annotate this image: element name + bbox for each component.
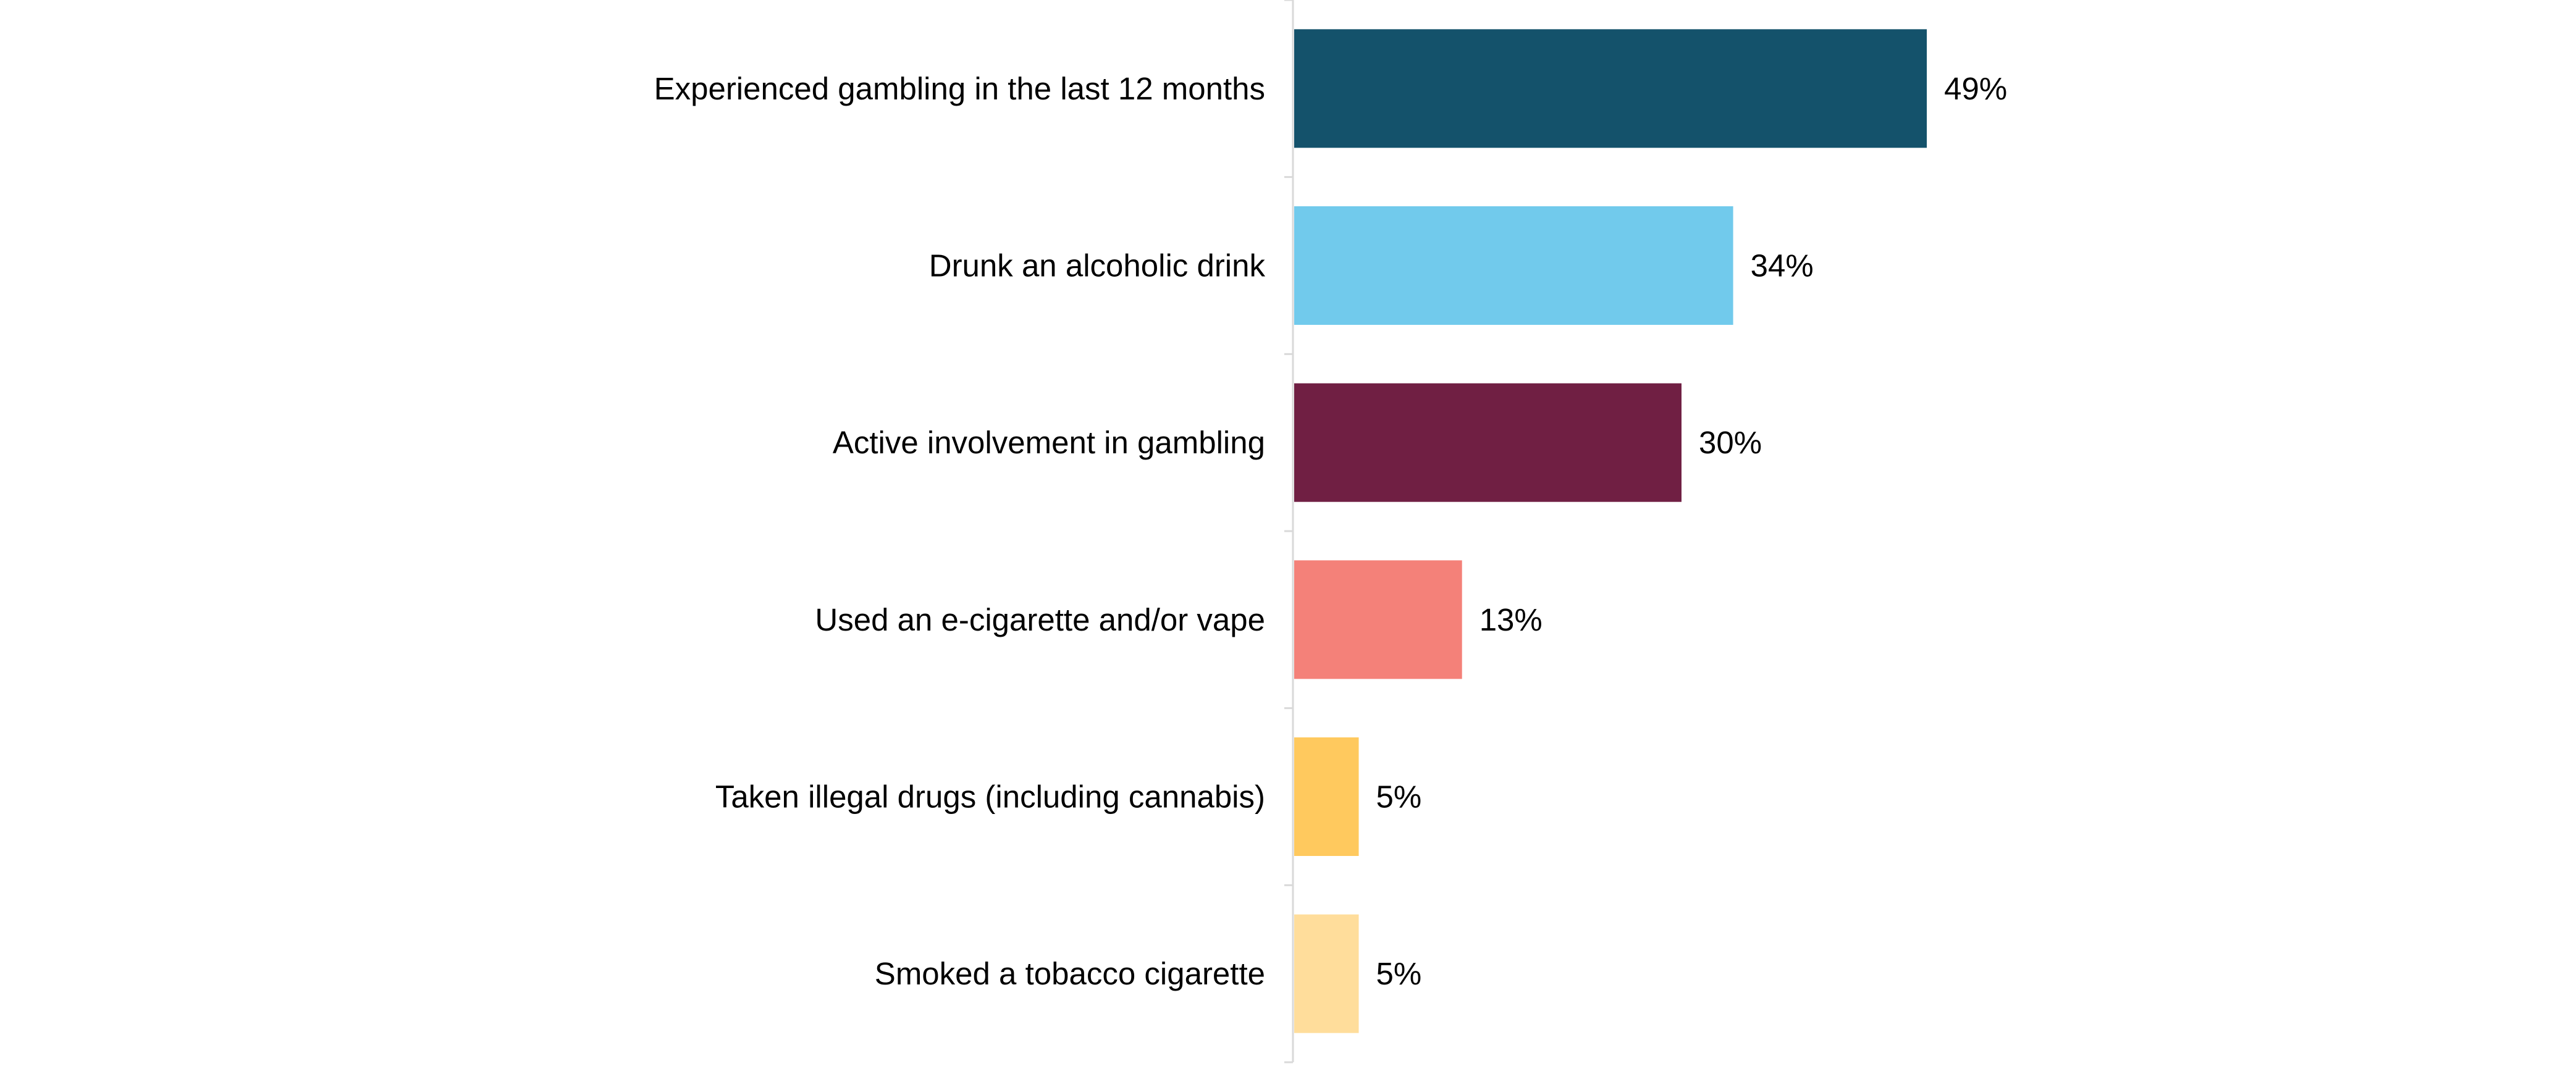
value-label: 5% <box>1376 779 1422 815</box>
value-label: 5% <box>1376 956 1422 991</box>
category-label: Taken illegal drugs (including cannabis) <box>715 779 1265 815</box>
category-label: Drunk an alcoholic drink <box>929 248 1266 283</box>
category-label: Active involvement in gambling <box>833 425 1265 460</box>
y-axis-ticks <box>1284 0 1293 1063</box>
category-label: Smoked a tobacco cigarette <box>875 956 1265 991</box>
bar <box>1294 29 1927 148</box>
value-label: 49% <box>1944 71 2007 106</box>
category-label: Used an e-cigarette and/or vape <box>815 602 1265 637</box>
bar <box>1294 383 1682 502</box>
value-label: 13% <box>1480 602 1543 637</box>
category-label: Experienced gambling in the last 12 mont… <box>654 71 1265 106</box>
bar <box>1294 206 1733 325</box>
bar <box>1294 737 1359 856</box>
bar <box>1294 914 1359 1033</box>
value-label: 34% <box>1751 248 1814 283</box>
bar <box>1294 560 1462 679</box>
bars-group <box>1294 29 1927 1033</box>
value-labels: 49% 34% 30% 13% 5% 5% <box>1376 71 2008 991</box>
value-label: 30% <box>1699 425 1762 460</box>
category-labels: Experienced gambling in the last 12 mont… <box>654 71 1266 991</box>
